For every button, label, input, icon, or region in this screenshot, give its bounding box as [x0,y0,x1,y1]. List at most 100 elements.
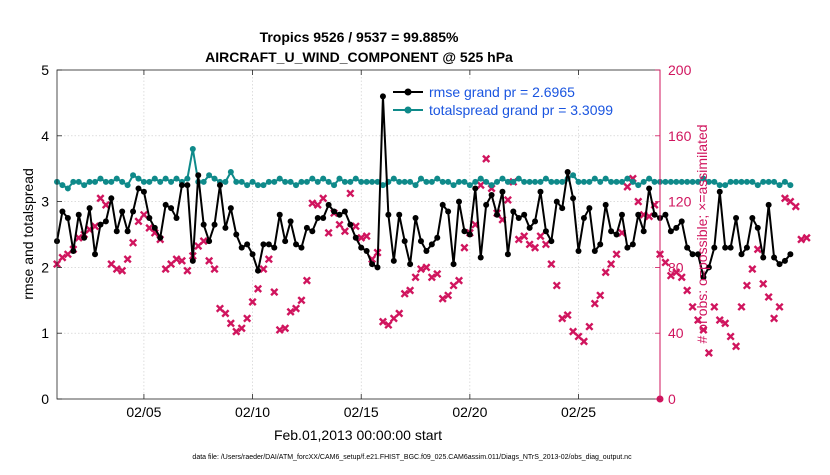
totalspread-point [608,178,615,185]
rmse-point [613,231,620,238]
rmse-point [184,182,191,189]
rmse-point [532,218,539,225]
totalspread-point [401,178,408,185]
obs-point-stroke-b [482,154,491,163]
rmse-point [776,261,783,268]
rmse-point [760,254,767,261]
obs-point [476,181,485,190]
obs-point [308,199,317,208]
obs-point-stroke-b [118,266,127,275]
totalspread-point [456,178,462,185]
obs-point-stroke-b [688,302,697,311]
totalspread-point [515,175,522,182]
obs-point-stroke-b [590,299,599,308]
obs-point [503,195,512,205]
y-axis-label-right: # of obs: o=possible; ×=assimilated [694,124,710,343]
totalspread-point [119,178,126,185]
rmse-point [618,211,625,218]
totalspread-point [743,178,750,185]
obs-point-stroke-b [427,273,436,282]
totalspread-point [162,175,169,182]
obs-point [699,325,708,334]
x-tick-label: 02/25 [561,404,596,420]
obs-point-stroke-b [552,281,561,290]
y-tick-label-right: 80 [668,259,684,275]
totalspread-point [678,178,685,185]
obs-point-stroke-b [645,212,654,221]
obs-point-stroke-b [579,337,588,346]
rmse-point [390,257,397,264]
rmse-point [733,215,740,222]
totalspread-point [760,178,767,185]
rmse-point [510,208,517,215]
y-tick-label-left: 4 [41,128,49,144]
obs-point [362,232,371,241]
obs-point [259,264,268,274]
rmse-point [700,274,707,281]
rmse-point [417,238,424,245]
totalspread-point [282,178,289,185]
rmse-point [640,228,647,235]
obs-point-stroke-b [710,302,719,311]
obs-point-stroke-b [210,264,219,274]
x-axis-label: Feb.01,2013 00:00:00 start [274,427,442,443]
totalspread-point [331,182,338,189]
totalspread-point [651,178,658,185]
totalspread-point [700,175,707,182]
rmse-point [705,264,712,271]
rmse-point [113,228,120,235]
rmse-point [379,93,386,100]
rmse-point [667,228,674,235]
obs-point [726,332,735,341]
rmse-point [597,241,604,248]
rmse-point [575,247,582,254]
legend-spread-marker [404,106,412,114]
rmse-point [787,251,794,258]
legend-box [387,80,658,124]
obs-point-stroke-b [596,291,605,300]
totalspread-point [635,182,642,189]
totalspread-point [787,182,794,189]
obs-point-stroke-b [514,235,523,244]
obs-point [791,202,800,211]
obs-point-stroke-b [384,320,393,330]
obs-point [264,255,273,264]
obs-point [645,212,654,221]
obs-point-stroke-b [139,210,148,219]
totalspread-point [298,178,305,185]
totalspread-point [705,178,712,185]
y-tick-label-right: 120 [668,194,692,210]
obs-point [601,268,610,277]
obs-point-stroke-b [699,325,708,334]
rmse-point [428,241,435,248]
obs-point [112,264,121,274]
obs-point-stroke-b [395,309,404,318]
obs-point-stroke-b [172,255,181,264]
obs-point-stroke-b [525,240,534,249]
totalspread-point [662,178,669,185]
totalspread-point [276,175,283,182]
rmse-point [494,211,501,218]
totalspread-point [776,182,783,189]
totalspread-point [303,178,310,185]
rmse-point [173,215,180,222]
obs-point [661,258,670,267]
obs-point [416,264,426,274]
rmse-point [591,247,598,254]
totalspread-point [570,172,577,179]
rmse-point [265,241,272,248]
obs-point-stroke-b [742,281,751,290]
obs-point [199,237,208,246]
obs-point-stroke-b [759,279,768,288]
obs-point [797,235,806,244]
obs-point-stroke-b [226,319,235,328]
rmse-point [293,241,300,248]
obs-point-stroke-b [721,319,730,328]
rmse-point [97,221,104,228]
rmse-point [287,218,294,225]
obs-point [748,264,757,274]
totalspread-point [597,178,604,185]
obs-point-stroke-b [764,292,773,302]
rmse-point [434,234,441,241]
totalspread-point [640,178,647,185]
